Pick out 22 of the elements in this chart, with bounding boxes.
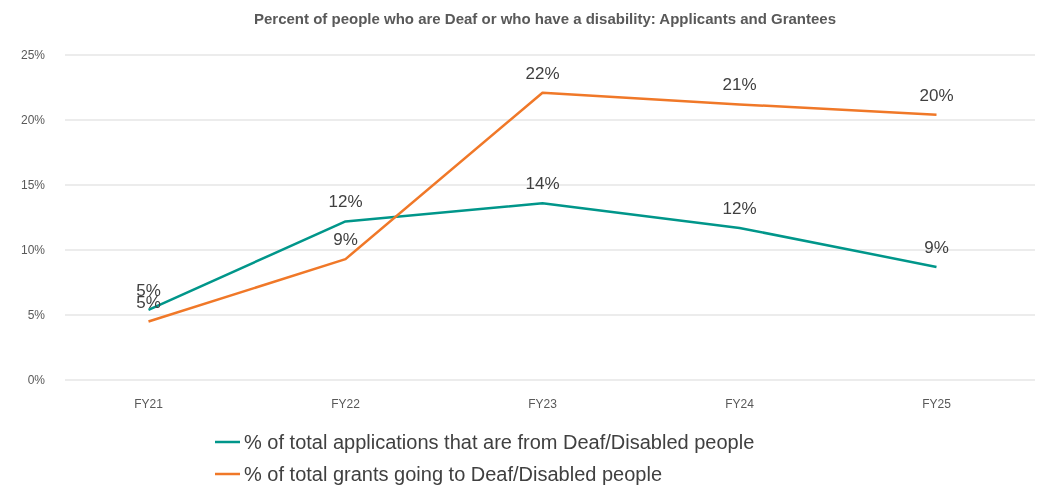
y-tick-label: 10% bbox=[20, 243, 46, 258]
y-tick-label: 25% bbox=[20, 48, 46, 63]
legend-label: % of total applications that are from Deaf/Disabled people bbox=[244, 431, 755, 453]
data-label: 14% bbox=[525, 174, 560, 194]
data-label: 22% bbox=[525, 63, 560, 83]
x-tick-label: FY21 bbox=[134, 397, 164, 411]
y-tick-label: 20% bbox=[20, 113, 46, 128]
y-tick-label: 0% bbox=[27, 373, 46, 388]
legend-label: % of total grants going to Deaf/Disabled people bbox=[244, 463, 663, 485]
x-tick-label: FY25 bbox=[922, 397, 952, 411]
x-tick-label: FY23 bbox=[528, 397, 558, 411]
y-tick-label: 15% bbox=[20, 178, 46, 193]
data-label: 21% bbox=[722, 75, 757, 95]
data-label: 9% bbox=[924, 237, 949, 257]
x-tick-label: FY22 bbox=[331, 397, 361, 411]
data-label: 12% bbox=[328, 192, 363, 212]
data-label: 20% bbox=[919, 85, 954, 105]
chart-title: Percent of people who are Deaf or who have a disability: Applicants and Grantees bbox=[253, 10, 837, 27]
data-label: 12% bbox=[722, 198, 757, 218]
data-label: 9% bbox=[333, 230, 358, 250]
x-tick-label: FY24 bbox=[725, 397, 755, 411]
y-tick-label: 5% bbox=[27, 308, 46, 323]
